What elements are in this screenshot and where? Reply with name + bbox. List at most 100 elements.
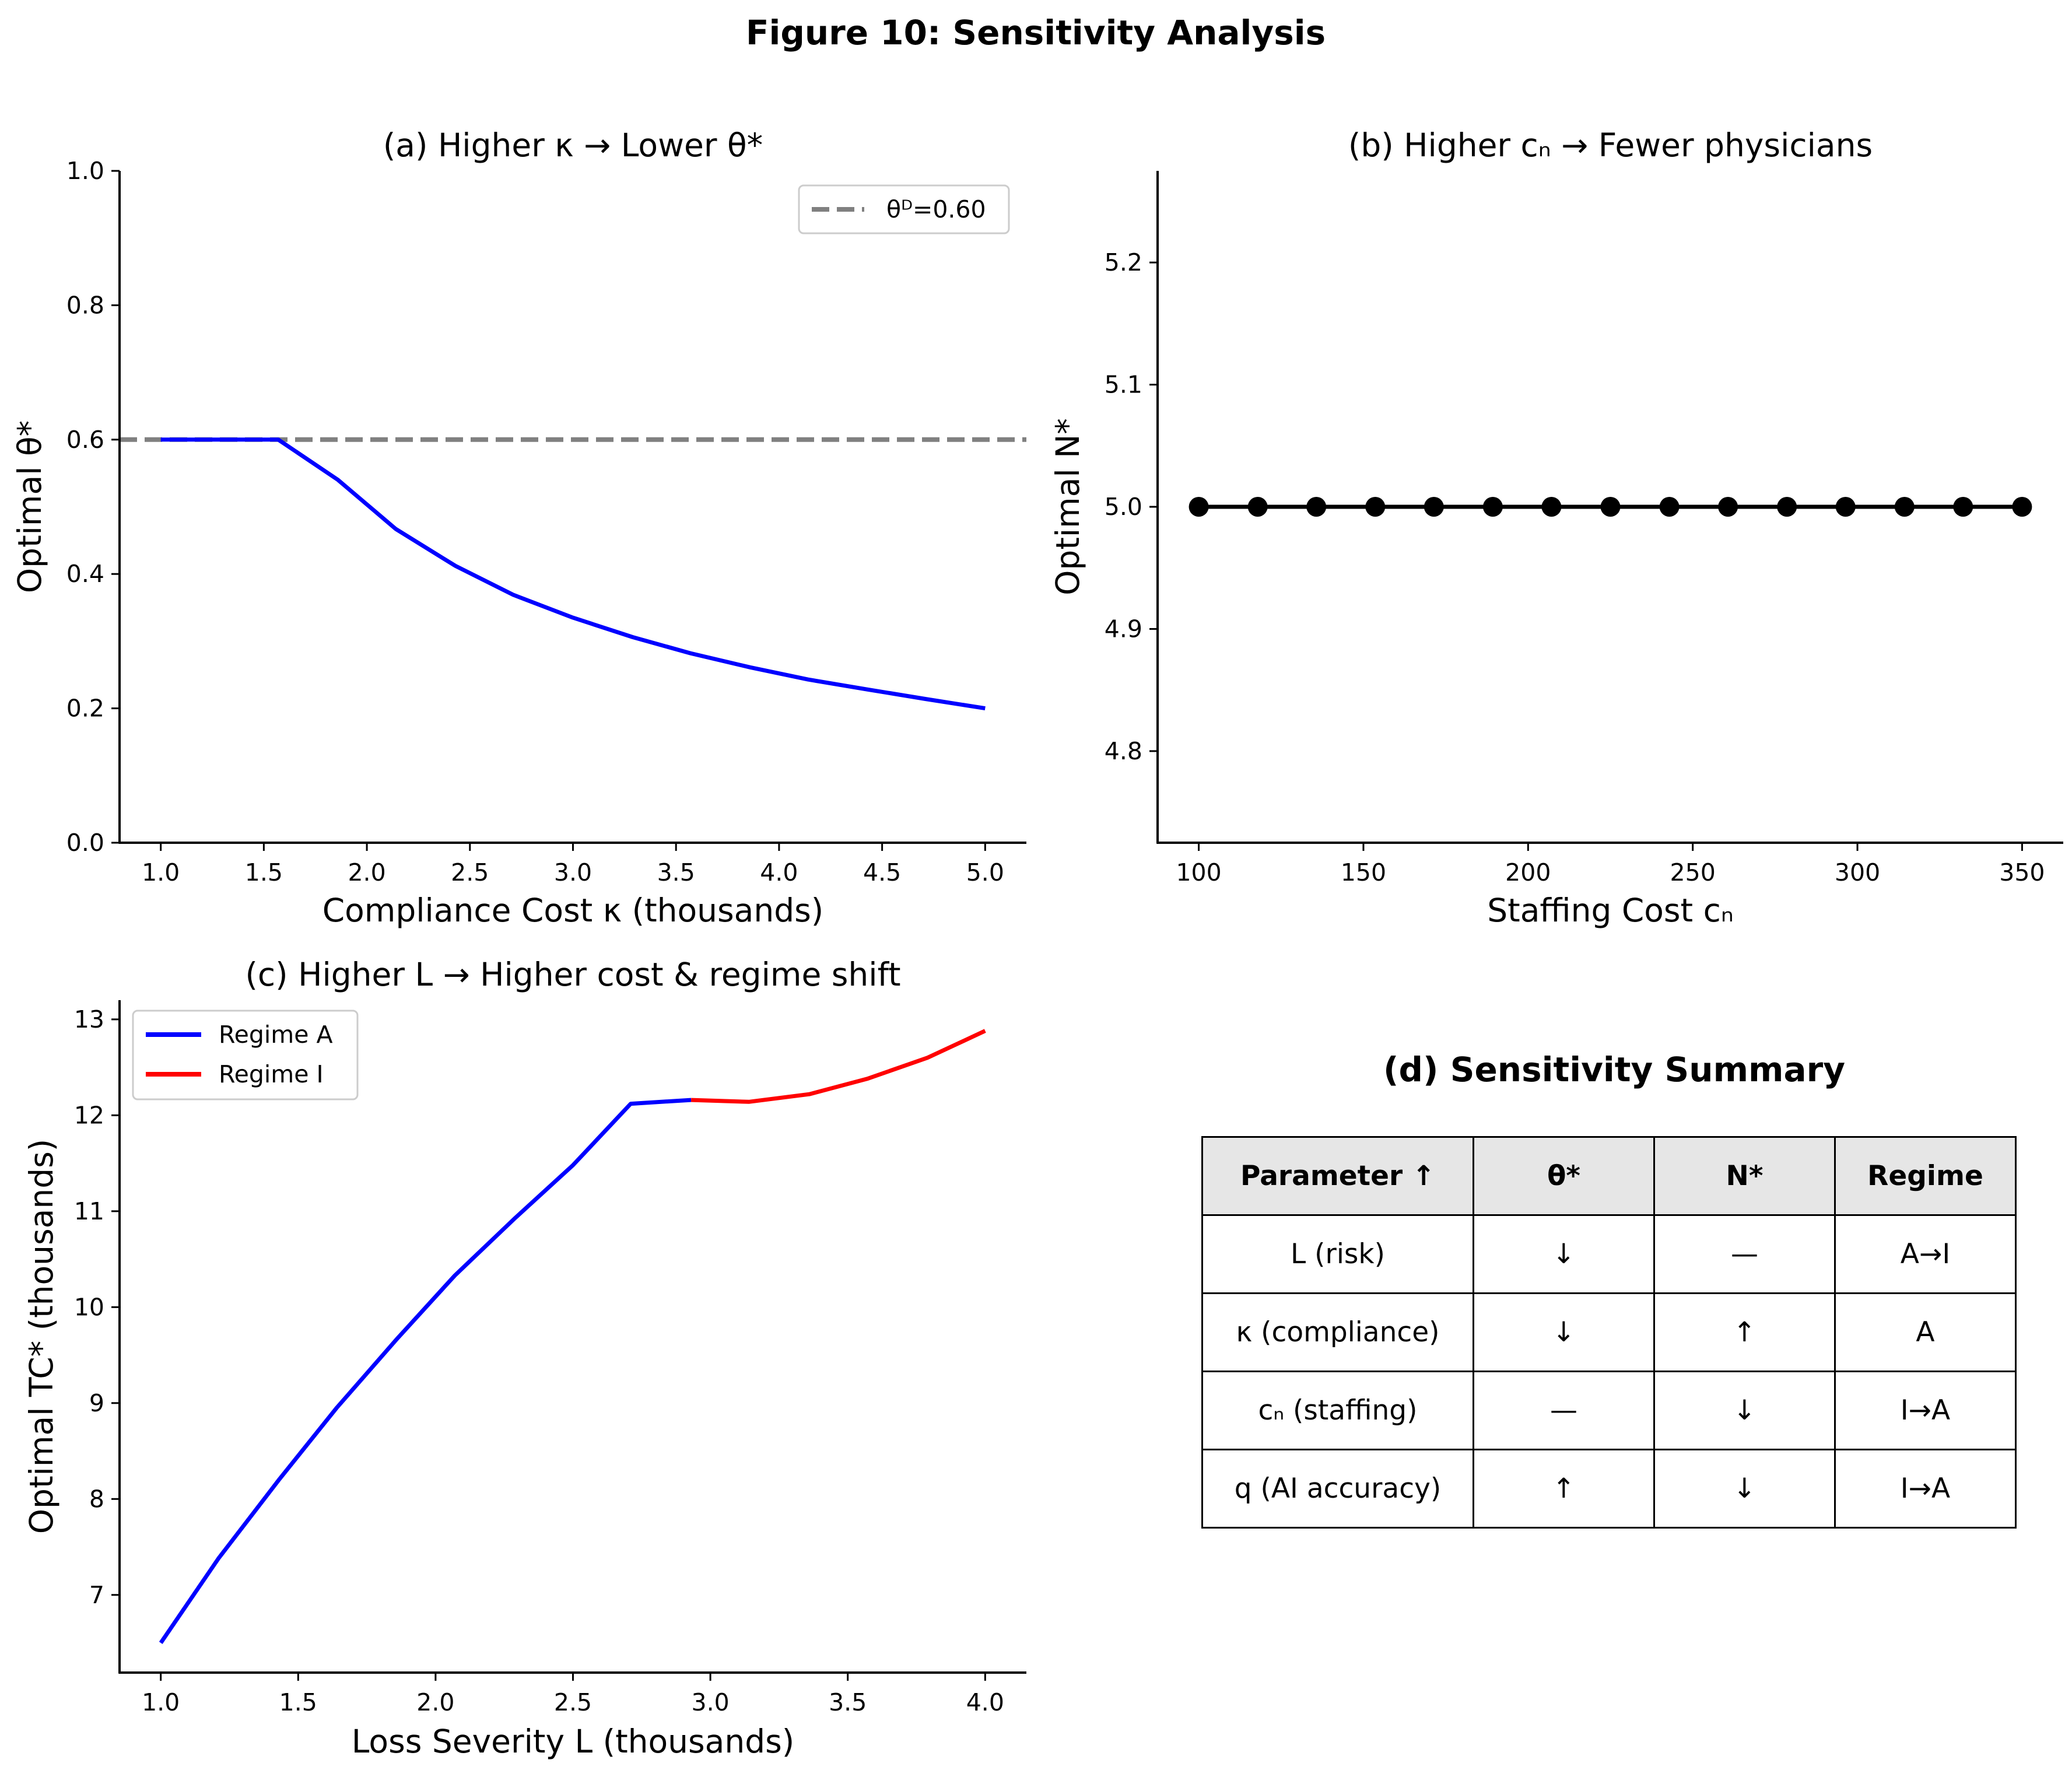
x-tick-label: 2.5 — [554, 1688, 592, 1716]
x-tick-label: 4.0 — [966, 1688, 1004, 1716]
data-point — [1953, 497, 1973, 517]
legend-label-reference: θᴰ=0.60 — [886, 195, 986, 223]
summary-cell: ↓ — [1653, 1449, 1836, 1529]
data-point — [1365, 497, 1386, 517]
y-tick-label: 0.2 — [66, 695, 104, 723]
y-tick-label: 9 — [89, 1389, 104, 1417]
data-point — [2012, 497, 2032, 517]
series-line-- — [160, 437, 986, 711]
data-point — [1718, 497, 1738, 517]
x-axis-label: Compliance Cost κ (thousands) — [322, 892, 824, 929]
summary-row: κ (compliance) ↓ ↑ A — [1201, 1292, 2017, 1372]
data-point — [1835, 497, 1856, 517]
summary-row: cₙ (staffing) — ↓ I→A — [1201, 1371, 2017, 1450]
summary-cell: q (AI accuracy) — [1201, 1449, 1474, 1529]
data-point — [1482, 497, 1503, 517]
legend-box — [798, 184, 1010, 234]
data-point — [1894, 497, 1915, 517]
summary-cell: ↓ — [1473, 1292, 1655, 1372]
data-point — [1424, 497, 1444, 517]
data-point — [1306, 497, 1327, 517]
summary-cell: ↓ — [1473, 1214, 1655, 1294]
chart-title: (b) Higher cₙ → Fewer physicians — [1348, 127, 1873, 164]
x-tick-label: 4.5 — [863, 858, 901, 886]
x-tick-label: 3.0 — [554, 858, 592, 886]
x-tick-label: 1.0 — [142, 1688, 180, 1716]
y-axis-label: Optimal θ* — [11, 420, 48, 593]
data-point — [1188, 497, 1209, 517]
series-line-regime-a — [159, 1098, 692, 1644]
y-tick-label: 11 — [74, 1197, 104, 1225]
x-tick-label: 200 — [1505, 858, 1551, 886]
x-tick-label: 4.0 — [760, 858, 798, 886]
y-tick-label: 12 — [74, 1101, 104, 1129]
x-tick-label: 250 — [1670, 858, 1716, 886]
y-tick-label: 5.0 — [1105, 493, 1142, 521]
summary-row: L (risk) ↓ — A→I — [1201, 1214, 2017, 1294]
x-tick-label: 150 — [1341, 858, 1386, 886]
chart-title: (a) Higher κ → Lower θ* — [383, 127, 763, 164]
summary-header-theta: θ* — [1473, 1136, 1655, 1216]
summary-row: q (AI accuracy) ↑ ↓ I→A — [1201, 1449, 2017, 1529]
y-tick-label: 0.8 — [66, 291, 104, 319]
summary-cell: cₙ (staffing) — [1201, 1371, 1474, 1450]
legend-label-regime-i: Regime I — [219, 1060, 324, 1088]
x-axis-label: Staffing Cost cₙ — [1487, 892, 1734, 929]
y-tick-label: 5.2 — [1105, 248, 1142, 276]
data-point — [1777, 497, 1797, 517]
y-tick-label: 0.4 — [66, 560, 104, 588]
summary-title: (d) Sensitivity Summary — [1383, 1050, 1846, 1089]
y-tick-label: 8 — [89, 1485, 104, 1513]
summary-cell: ↑ — [1473, 1449, 1655, 1529]
summary-cell: ↓ — [1653, 1371, 1836, 1450]
y-tick-label: 13 — [74, 1005, 104, 1033]
summary-header-regime: Regime — [1834, 1136, 2017, 1216]
summary-cell: — — [1473, 1371, 1655, 1450]
summary-cell: A→I — [1834, 1214, 2017, 1294]
chart-title: (c) Higher L → Higher cost & regime shif… — [245, 956, 900, 993]
x-tick-label: 100 — [1176, 858, 1221, 886]
x-tick-label: 350 — [1999, 858, 2045, 886]
summary-cell: — — [1653, 1214, 1836, 1294]
summary-cell: I→A — [1834, 1449, 2017, 1529]
x-tick-label: 3.5 — [829, 1688, 867, 1716]
x-tick-label: 5.0 — [966, 858, 1004, 886]
y-axis-label: Optimal TC* (thousands) — [23, 1139, 60, 1534]
summary-cell: L (risk) — [1201, 1214, 1474, 1294]
data-point — [1659, 497, 1680, 517]
legend-label-regime-a: Regime A — [219, 1021, 333, 1049]
figure-title: Figure 10: Sensitivity Analysis — [746, 13, 1326, 52]
x-axis-label: Loss Severity L (thousands) — [352, 1723, 795, 1760]
data-point — [1247, 497, 1268, 517]
summary-table: Parameter ↑ θ* N* Regime L (risk) ↓ — A→… — [1201, 1136, 2017, 1529]
x-tick-label: 2.0 — [348, 858, 385, 886]
x-tick-label: 3.0 — [691, 1688, 729, 1716]
y-tick-label: 0.0 — [66, 829, 104, 857]
x-tick-label: 1.0 — [142, 858, 180, 886]
summary-header-n: N* — [1653, 1136, 1836, 1216]
data-point — [1541, 497, 1562, 517]
y-tick-label: 10 — [74, 1293, 104, 1321]
y-tick-label: 4.9 — [1105, 615, 1142, 643]
y-tick-label: 0.6 — [66, 426, 104, 454]
summary-cell: ↑ — [1653, 1292, 1836, 1372]
summary-cell: κ (compliance) — [1201, 1292, 1474, 1372]
data-point — [1600, 497, 1621, 517]
x-tick-label: 1.5 — [279, 1688, 317, 1716]
series-line-regime-i — [690, 1029, 986, 1104]
y-axis-label: Optimal N* — [1049, 418, 1086, 595]
x-tick-label: 2.5 — [451, 858, 489, 886]
summary-cell: A — [1834, 1292, 2017, 1372]
summary-cell: I→A — [1834, 1371, 2017, 1450]
y-tick-label: 4.8 — [1105, 737, 1142, 765]
summary-header-parameter: Parameter ↑ — [1201, 1136, 1474, 1216]
summary-header-row: Parameter ↑ θ* N* Regime — [1201, 1136, 2017, 1216]
y-tick-label: 7 — [89, 1581, 104, 1609]
y-tick-label: 5.1 — [1105, 371, 1142, 399]
x-tick-label: 2.0 — [416, 1688, 454, 1716]
x-tick-label: 300 — [1835, 858, 1880, 886]
x-tick-label: 1.5 — [245, 858, 283, 886]
x-tick-label: 3.5 — [657, 858, 695, 886]
